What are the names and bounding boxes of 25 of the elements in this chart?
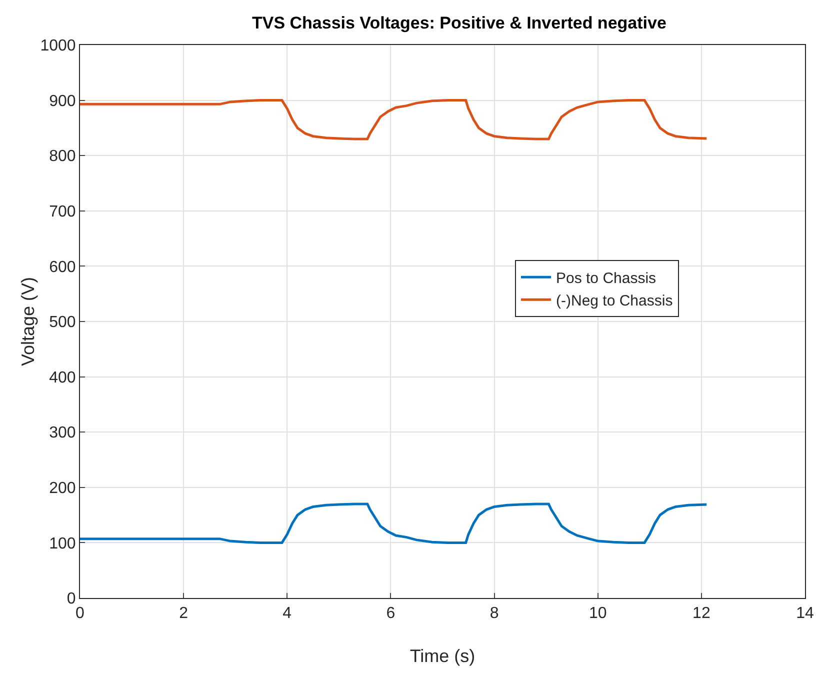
x-tick-label: 14: [796, 605, 814, 622]
x-tick-label: 8: [490, 605, 499, 622]
y-tick-label: 1000: [40, 38, 76, 55]
x-tick-label: 2: [179, 605, 188, 622]
y-tick-label: 600: [49, 258, 76, 276]
y-tick-label: 200: [49, 480, 76, 497]
x-tick-label: 10: [588, 605, 607, 622]
x-tick-label: 6: [386, 605, 396, 622]
legend-label: (-)Neg to Chassis: [556, 292, 673, 310]
y-tick-label: 700: [49, 204, 76, 220]
line-series: [80, 99, 708, 140]
legend-label: Pos to Chassis: [556, 270, 656, 287]
y-tick-label: 900: [49, 92, 76, 110]
line-series: [80, 502, 708, 544]
y-tick-label: 500: [49, 314, 76, 332]
y-tick-label: 800: [49, 148, 76, 166]
y-tick-label: 400: [49, 369, 76, 386]
y-tick-label: 100: [49, 535, 76, 552]
chart-title: TVS Chassis Voltages: Positive & Inverted negative: [252, 14, 666, 33]
x-tick-label: 4: [282, 605, 292, 622]
x-axis-title: Time (s): [410, 646, 476, 666]
y-tick-label: 300: [49, 424, 76, 442]
y-tick-label: 0: [66, 590, 76, 608]
x-tick-label: 12: [692, 605, 710, 622]
y-axis-title: Voltage (V): [18, 276, 38, 366]
